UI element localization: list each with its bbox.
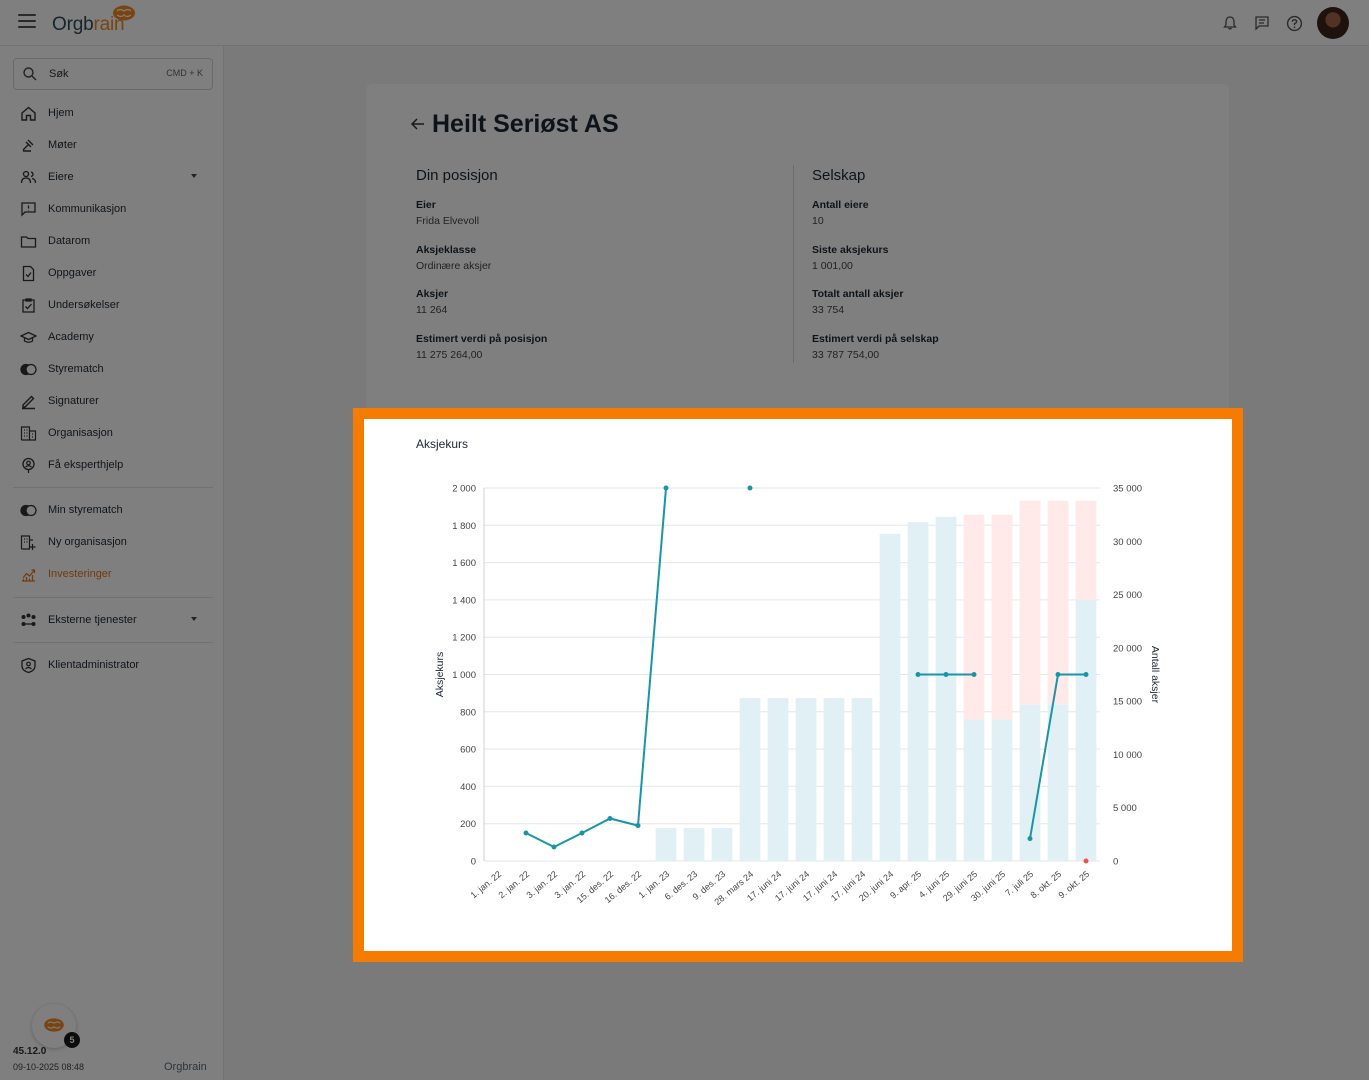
series-point	[663, 485, 669, 491]
bar	[935, 516, 957, 861]
y2-axis-label: Antall aksjer	[1149, 646, 1161, 704]
bar	[683, 827, 705, 861]
y-tick-label: 800	[460, 707, 476, 718]
bar-stacked	[1019, 500, 1041, 705]
series-marker	[1083, 858, 1089, 864]
bar-stacked	[1047, 500, 1069, 705]
y-tick-label: 1 400	[452, 595, 476, 606]
bar-stacked	[991, 514, 1013, 720]
y-tick-label: 0	[471, 857, 476, 868]
y-tick-label: 600	[460, 745, 476, 756]
y-tick-label: 2 000	[452, 484, 476, 495]
series-point	[1027, 836, 1033, 842]
series-point	[607, 815, 613, 821]
series-point	[635, 823, 641, 829]
bar	[963, 719, 985, 861]
bar	[543, 860, 565, 861]
y2-tick-label: 30 000	[1113, 537, 1142, 548]
series-point	[579, 830, 585, 836]
y2-tick-label: 5 000	[1113, 803, 1137, 814]
bar	[767, 697, 789, 861]
y-tick-label: 1 200	[452, 633, 476, 644]
y2-tick-label: 0	[1113, 857, 1118, 868]
bar	[879, 533, 901, 861]
series-point	[971, 672, 977, 677]
bar	[851, 697, 873, 861]
chart-title: Aksjekurs	[416, 437, 469, 451]
y-tick-label: 1 000	[452, 670, 476, 681]
y2-tick-label: 25 000	[1113, 590, 1142, 601]
y-tick-label: 400	[460, 782, 476, 793]
bar	[907, 522, 929, 861]
bar	[1047, 704, 1069, 861]
y-tick-label: 1 800	[452, 521, 476, 532]
y2-tick-label: 10 000	[1113, 750, 1142, 761]
y-axis-label: Aksjekurs	[434, 652, 446, 698]
bar	[1075, 599, 1097, 861]
series-point	[523, 830, 529, 836]
series-point	[1055, 672, 1061, 677]
series-point	[1083, 672, 1089, 677]
x-tick-label: 9. apr. 25	[888, 869, 923, 901]
bar	[739, 697, 761, 861]
bar-stacked	[963, 514, 985, 720]
x-tick-label: 9. okt. 25	[1056, 869, 1091, 900]
y-tick-label: 1 600	[452, 558, 476, 569]
bar-stacked	[1075, 500, 1097, 600]
bar	[823, 697, 845, 861]
bar	[1019, 704, 1041, 861]
y2-tick-label: 20 000	[1113, 643, 1142, 654]
bar	[991, 719, 1013, 861]
series-point	[551, 844, 557, 850]
y2-tick-label: 15 000	[1113, 697, 1142, 708]
bar	[795, 697, 817, 861]
series-point	[943, 672, 949, 677]
series-point	[915, 672, 921, 677]
series-point	[747, 485, 753, 491]
bar	[655, 827, 677, 861]
series-line	[525, 487, 667, 849]
bar	[711, 827, 733, 861]
y2-tick-label: 35 000	[1113, 484, 1142, 495]
y-tick-label: 200	[460, 819, 476, 830]
share-price-chart: 0 200 400 600 800 1 000 1 200 1 400 1 600 1 800 2 …	[434, 484, 1161, 908]
